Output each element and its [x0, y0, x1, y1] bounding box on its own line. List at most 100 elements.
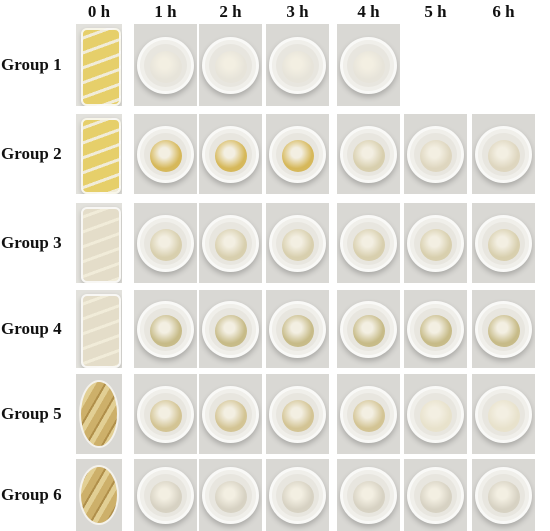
cup-image — [407, 125, 464, 183]
sample-photo-r4-c1 — [134, 290, 197, 368]
residue-image — [214, 315, 247, 347]
cup-image — [475, 385, 532, 443]
sample-photo-r6-c3 — [266, 459, 329, 531]
sample-photo-r5-c1 — [134, 374, 197, 454]
residue-image — [352, 481, 385, 513]
residue-image — [149, 315, 182, 347]
sample-photo-r3-c1 — [134, 203, 197, 283]
cup-image — [475, 466, 532, 524]
sample-photo-r3-c4 — [337, 203, 400, 283]
sample-photo-r4-c3 — [266, 290, 329, 368]
cup-image — [407, 214, 464, 272]
residue-image — [487, 481, 520, 513]
residue-image — [214, 481, 247, 513]
residue-image — [352, 229, 385, 261]
residue-image — [149, 229, 182, 261]
column-header-2: 2 h — [219, 2, 242, 21]
cup-image — [340, 214, 397, 272]
sample-photo-r2-c3 — [266, 114, 329, 194]
residue-image — [149, 140, 182, 172]
cup-image — [202, 385, 259, 443]
cup-image — [202, 125, 259, 183]
cup-image — [475, 125, 532, 183]
sample-photo-r4-c2 — [199, 290, 262, 368]
residue-image — [419, 140, 452, 172]
sample-photo-r1-c5 — [404, 24, 467, 106]
cup-image — [137, 36, 194, 94]
cup-image — [340, 36, 397, 94]
sample-photo-r4-c6 — [472, 290, 535, 368]
sample-photo-r4-c4 — [337, 290, 400, 368]
cup-image — [269, 300, 326, 358]
residue-image — [352, 140, 385, 172]
row-label-1: Group 1 — [1, 55, 62, 74]
sample-photo-r1-c1 — [134, 24, 197, 106]
residue-image — [487, 140, 520, 172]
residue-image — [352, 51, 385, 83]
column-header-4: 4 h — [357, 2, 380, 21]
cup-image — [269, 125, 326, 183]
flakes-image — [79, 465, 119, 525]
flakes-image — [79, 380, 119, 448]
residue-image — [352, 315, 385, 347]
residue-image — [487, 315, 520, 347]
cup-image — [475, 214, 532, 272]
cup-image — [202, 36, 259, 94]
residue-image — [214, 229, 247, 261]
residue-image — [281, 229, 314, 261]
residue-image — [281, 315, 314, 347]
sample-photo-r6-c1 — [134, 459, 197, 531]
cup-image — [340, 385, 397, 443]
sample-photo-r6-c2 — [199, 459, 262, 531]
sample-photo-r2-c4 — [337, 114, 400, 194]
residue-image — [281, 400, 314, 432]
beaker-image — [81, 28, 121, 106]
cup-image — [269, 385, 326, 443]
cup-image — [407, 385, 464, 443]
residue-image — [149, 481, 182, 513]
residue-image — [419, 481, 452, 513]
residue-image — [281, 140, 314, 172]
cup-image — [137, 300, 194, 358]
cup-image — [202, 300, 259, 358]
sample-photo-r1-c3 — [266, 24, 329, 106]
beaker-image — [81, 207, 121, 283]
residue-image — [419, 315, 452, 347]
sample-photo-r1-c4 — [337, 24, 400, 106]
cup-image — [202, 214, 259, 272]
sample-photo-r2-c5 — [404, 114, 467, 194]
sample-photo-r3-c6 — [472, 203, 535, 283]
sample-photo-r6-c4 — [337, 459, 400, 531]
residue-image — [487, 229, 520, 261]
cup-image — [407, 466, 464, 524]
sample-photo-r5-c6 — [472, 374, 535, 454]
row-label-3: Group 3 — [1, 233, 62, 252]
sample-photo-r1-c6 — [472, 24, 535, 106]
cup-image — [340, 125, 397, 183]
row-label-4: Group 4 — [1, 319, 62, 338]
sample-photo-r1-c2 — [199, 24, 262, 106]
cup-image — [269, 466, 326, 524]
sample-photo-r4-c0 — [76, 290, 122, 368]
residue-image — [487, 400, 520, 432]
residue-image — [419, 400, 452, 432]
sample-photo-r2-c0 — [76, 114, 122, 194]
column-header-6: 6 h — [492, 2, 515, 21]
cup-image — [340, 300, 397, 358]
beaker-image — [81, 118, 121, 194]
column-header-5: 5 h — [424, 2, 447, 21]
residue-image — [281, 51, 314, 83]
sample-photo-r6-c6 — [472, 459, 535, 531]
sample-photo-r5-c2 — [199, 374, 262, 454]
sample-photo-r3-c2 — [199, 203, 262, 283]
row-label-6: Group 6 — [1, 485, 62, 504]
residue-image — [214, 51, 247, 83]
sample-photo-r3-c3 — [266, 203, 329, 283]
cup-image — [269, 214, 326, 272]
row-label-2: Group 2 — [1, 144, 62, 163]
sample-photo-r2-c2 — [199, 114, 262, 194]
cup-image — [340, 466, 397, 524]
sample-photo-r5-c0 — [76, 374, 122, 454]
row-label-5: Group 5 — [1, 404, 62, 423]
column-header-1: 1 h — [154, 2, 177, 21]
